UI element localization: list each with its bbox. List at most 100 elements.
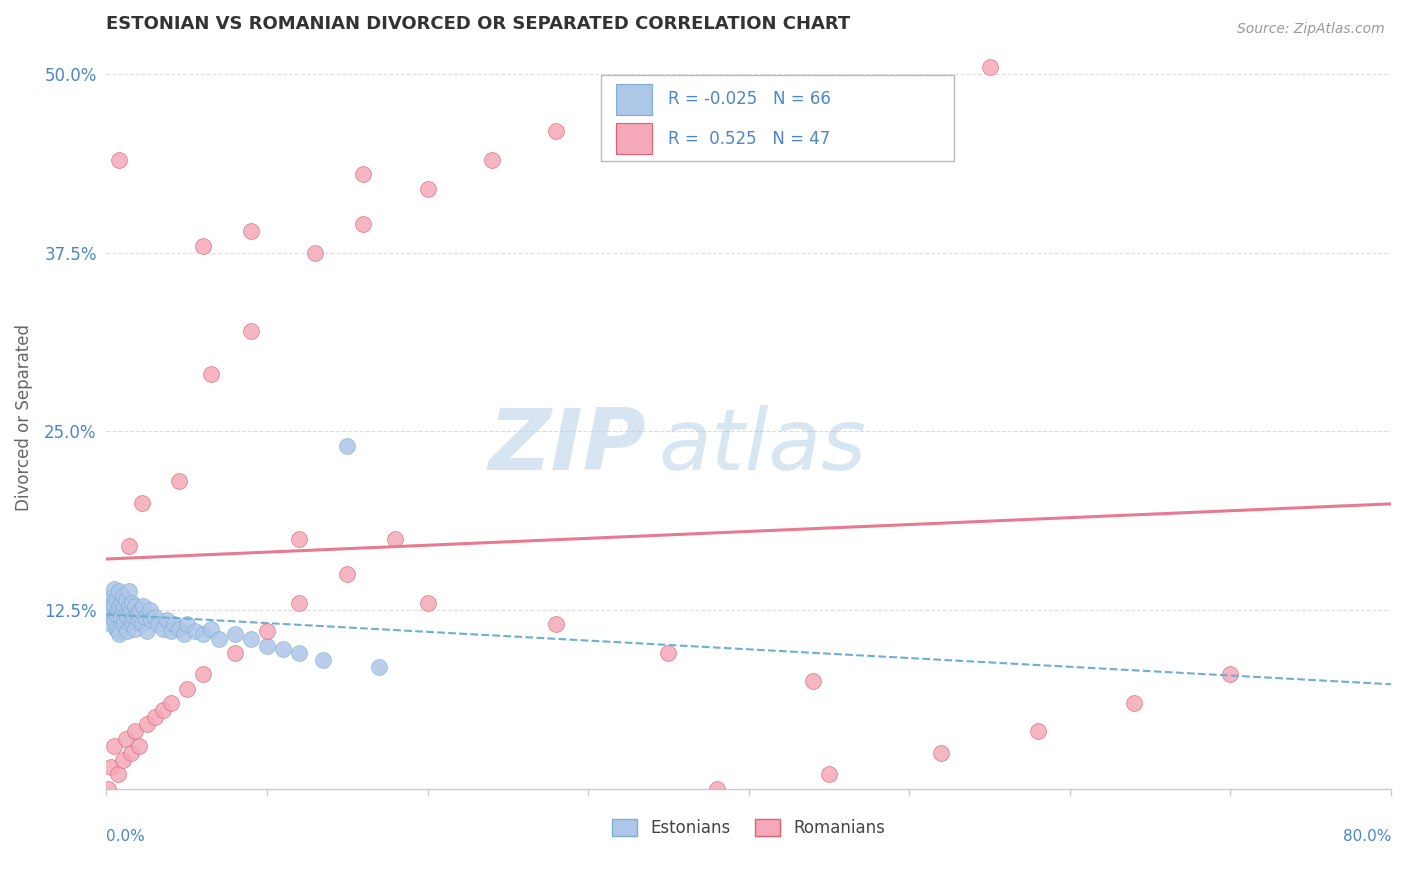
Point [103, 613, 125, 627]
Point [159, 696, 181, 710]
Point [108, 584, 131, 599]
Point [979, 60, 1001, 74]
Point [208, 632, 231, 646]
Point [239, 325, 262, 339]
Point [818, 767, 841, 781]
Point [129, 603, 152, 617]
Point [801, 674, 824, 689]
Point [124, 724, 146, 739]
Point [120, 603, 142, 617]
Point [312, 653, 335, 667]
Point [103, 582, 125, 596]
Point [416, 596, 439, 610]
Point [256, 624, 278, 639]
Point [368, 660, 391, 674]
Point [112, 599, 135, 613]
Point [114, 731, 136, 746]
Point [100, 617, 122, 632]
Point [200, 622, 222, 636]
FancyBboxPatch shape [600, 76, 955, 161]
Point [352, 217, 374, 231]
Point [288, 532, 311, 546]
Point [156, 613, 179, 627]
Point [931, 746, 953, 760]
Point [176, 681, 198, 696]
Point [271, 641, 294, 656]
Point [135, 717, 157, 731]
Point [101, 589, 124, 603]
Text: ZIP: ZIP [488, 405, 645, 488]
Point [128, 739, 150, 753]
Point [107, 767, 129, 781]
Point [384, 532, 406, 546]
Point [134, 610, 156, 624]
Point [108, 627, 131, 641]
Point [118, 584, 141, 599]
Text: 80.0%: 80.0% [1343, 830, 1391, 845]
Text: Source: ZipAtlas.com: Source: ZipAtlas.com [1237, 22, 1385, 37]
Point [108, 599, 131, 613]
Point [184, 624, 207, 639]
Point [143, 710, 166, 724]
Point [107, 603, 129, 617]
Point [100, 603, 122, 617]
Point [117, 624, 139, 639]
Point [239, 632, 262, 646]
Point [416, 181, 439, 195]
Point [131, 496, 153, 510]
Point [111, 617, 134, 632]
Point [1219, 667, 1241, 681]
Point [128, 613, 150, 627]
Point [122, 610, 145, 624]
Point [336, 567, 359, 582]
Point [98, 596, 121, 610]
Text: 0.0%: 0.0% [107, 830, 145, 845]
Point [114, 607, 136, 622]
Point [111, 753, 134, 767]
Point [111, 603, 134, 617]
Point [167, 475, 190, 489]
Point [481, 153, 503, 167]
Point [304, 245, 326, 260]
Point [125, 607, 148, 622]
Point [256, 639, 278, 653]
Point [191, 667, 214, 681]
Point [336, 439, 359, 453]
Point [105, 593, 128, 607]
Point [657, 646, 679, 660]
Text: R =  0.525   N = 47: R = 0.525 N = 47 [668, 129, 830, 147]
Point [110, 596, 132, 610]
Point [124, 599, 146, 613]
Point [352, 167, 374, 181]
Point [111, 589, 134, 603]
Point [101, 610, 124, 624]
Point [146, 617, 169, 632]
Point [110, 610, 132, 624]
Text: atlas: atlas [659, 405, 868, 488]
Point [288, 596, 311, 610]
Point [544, 124, 567, 138]
Bar [616, 123, 652, 154]
Point [191, 627, 214, 641]
Point [100, 760, 122, 774]
Point [288, 646, 311, 660]
Legend: Estonians, Romanians: Estonians, Romanians [605, 812, 893, 843]
Point [224, 627, 246, 641]
Point [152, 622, 174, 636]
Point [131, 617, 153, 632]
Point [108, 153, 131, 167]
Point [1026, 724, 1049, 739]
Point [544, 617, 567, 632]
Point [124, 622, 146, 636]
Point [112, 613, 135, 627]
Point [163, 617, 186, 632]
Point [105, 607, 128, 622]
Point [1123, 696, 1146, 710]
Point [97, 781, 120, 796]
Point [609, 95, 631, 110]
Point [118, 539, 141, 553]
Point [105, 622, 128, 636]
Point [706, 781, 728, 796]
Point [118, 599, 141, 613]
Point [121, 596, 143, 610]
